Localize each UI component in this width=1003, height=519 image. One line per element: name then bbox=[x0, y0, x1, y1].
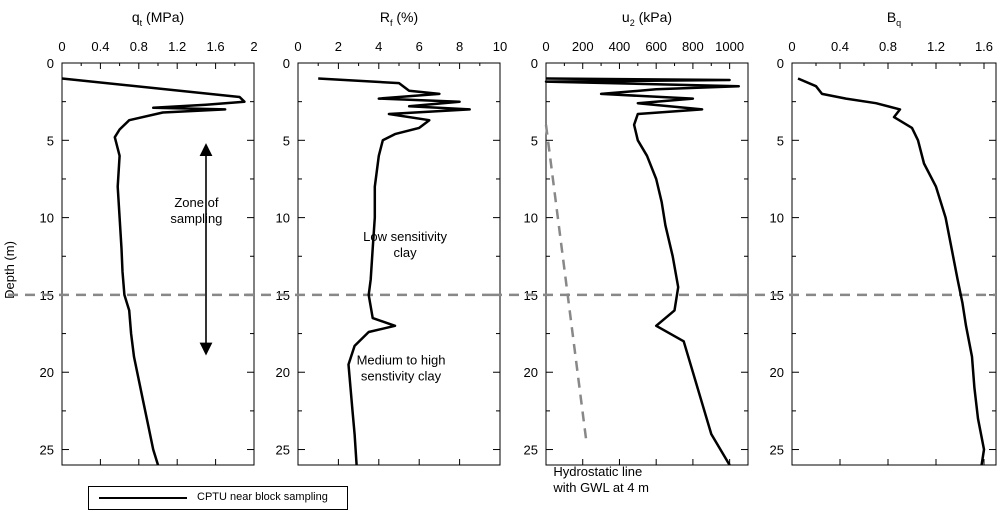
y-tick-label: 25 bbox=[40, 443, 54, 458]
x-tick-label: 0 bbox=[542, 39, 549, 54]
panel-frame bbox=[791, 62, 997, 466]
panel-frame bbox=[545, 62, 749, 466]
y-tick-label: 5 bbox=[531, 133, 538, 148]
cptu-series-line bbox=[61, 77, 246, 466]
y-tick-label: 0 bbox=[777, 56, 784, 71]
y-tick-label: 10 bbox=[276, 211, 290, 226]
y-tick-label: 5 bbox=[47, 133, 54, 148]
y-tick-label: 20 bbox=[40, 365, 54, 380]
legend-label: CPTU near block sampling bbox=[197, 491, 328, 503]
x-tick-label: 0 bbox=[294, 39, 301, 54]
y-tick-label: 25 bbox=[276, 443, 290, 458]
panel-title: Rf (%) bbox=[380, 9, 418, 28]
cptu-series-line bbox=[544, 77, 741, 466]
x-tick-label: 0.8 bbox=[879, 39, 897, 54]
legend-line-swatch bbox=[99, 497, 187, 499]
x-tick-label: 0.4 bbox=[91, 39, 109, 54]
x-tick-label: 200 bbox=[572, 39, 594, 54]
x-tick-label: 400 bbox=[609, 39, 631, 54]
y-tick-label: 25 bbox=[770, 443, 784, 458]
panel-title: u2 (kPa) bbox=[622, 9, 672, 28]
y-axis-label: Depth (m) bbox=[2, 241, 17, 299]
cptu-series-line bbox=[318, 77, 471, 466]
y-tick-label: 20 bbox=[770, 365, 784, 380]
cptu-series-line bbox=[797, 77, 986, 466]
y-tick-label: 0 bbox=[47, 56, 54, 71]
y-tick-label: 25 bbox=[524, 443, 538, 458]
panel-frame bbox=[61, 62, 255, 466]
x-tick-label: 4 bbox=[375, 39, 382, 54]
y-tick-label: 5 bbox=[283, 133, 290, 148]
x-tick-label: 600 bbox=[645, 39, 667, 54]
y-tick-label: 5 bbox=[777, 133, 784, 148]
x-tick-label: 1.6 bbox=[207, 39, 225, 54]
y-tick-label: 10 bbox=[524, 211, 538, 226]
annotation-text: Low sensitivity clay bbox=[363, 229, 447, 260]
panel-title: Bq bbox=[887, 9, 901, 28]
x-tick-label: 800 bbox=[682, 39, 704, 54]
panel-frame bbox=[297, 62, 501, 466]
x-tick-label: 2 bbox=[335, 39, 342, 54]
x-tick-label: 2 bbox=[250, 39, 257, 54]
hydrostatic-line bbox=[544, 124, 588, 442]
x-tick-label: 1000 bbox=[715, 39, 744, 54]
x-tick-label: 6 bbox=[416, 39, 423, 54]
annotation-text: Zone of sampling bbox=[170, 195, 222, 226]
x-tick-label: 1.2 bbox=[927, 39, 945, 54]
y-tick-label: 0 bbox=[531, 56, 538, 71]
x-tick-label: 0 bbox=[58, 39, 65, 54]
x-tick-label: 0 bbox=[788, 39, 795, 54]
y-tick-label: 10 bbox=[40, 211, 54, 226]
legend: CPTU near block sampling bbox=[88, 486, 348, 510]
annotation-text: Medium to high senstivity clay bbox=[357, 353, 446, 384]
x-tick-label: 8 bbox=[456, 39, 463, 54]
y-tick-label: 20 bbox=[524, 365, 538, 380]
panel-u2: u2 (kPa)0 200 400 600 800 10000510152025Hydro… bbox=[492, 9, 749, 495]
x-tick-label: 1.2 bbox=[168, 39, 186, 54]
panel-title: qt (MPa) bbox=[132, 9, 184, 28]
x-tick-label: 10 bbox=[493, 39, 507, 54]
x-tick-label: 1.6 bbox=[975, 39, 993, 54]
x-tick-label: 0.8 bbox=[130, 39, 148, 54]
y-tick-label: 10 bbox=[770, 211, 784, 226]
y-tick-label: 20 bbox=[276, 365, 290, 380]
y-tick-label: 0 bbox=[283, 56, 290, 71]
x-tick-label: 0.4 bbox=[831, 39, 849, 54]
annotation-text: Hydrostatic line with GWL at 4 m bbox=[552, 464, 649, 495]
